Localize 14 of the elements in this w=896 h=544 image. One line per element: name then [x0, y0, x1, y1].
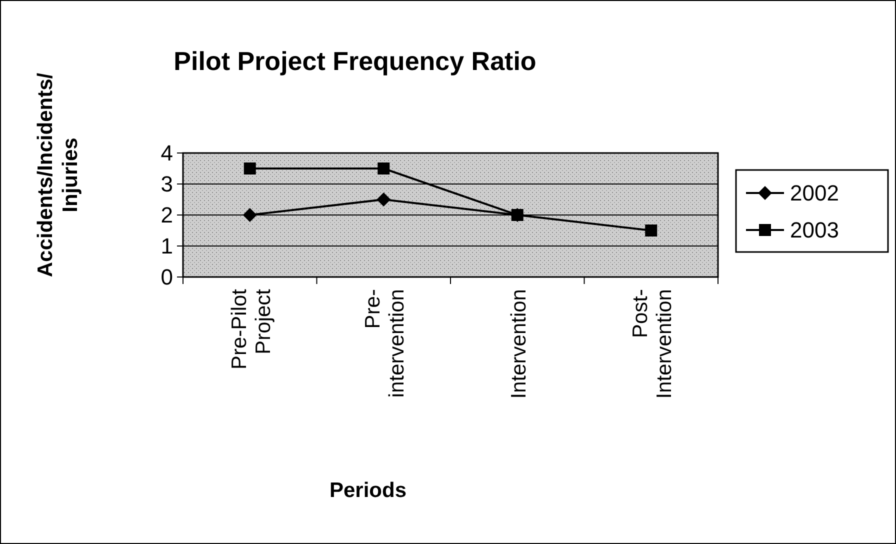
y-axis-title: Accidents/Incidents/ Injuries — [34, 72, 82, 278]
y-tick-label: 2 — [160, 202, 173, 228]
y-tick-label: 4 — [160, 140, 173, 166]
legend-label: 2003 — [790, 218, 839, 243]
y-tick-label: 3 — [160, 172, 173, 197]
x-tick-label: Post-Intervention — [629, 288, 676, 399]
x-axis-title: Periods — [329, 479, 407, 502]
x-tick-label: Pre-intervention — [362, 289, 409, 398]
y-tick-label: 1 — [160, 234, 173, 259]
y-tick-label: 0 — [160, 264, 173, 290]
x-tick-label: Intervention — [507, 289, 530, 399]
legend-label: 2002 — [790, 180, 839, 206]
x-tick-label: Pre-Pilot Project — [228, 288, 275, 370]
chart-title: Pilot Project Frequency Ratio — [174, 46, 536, 76]
